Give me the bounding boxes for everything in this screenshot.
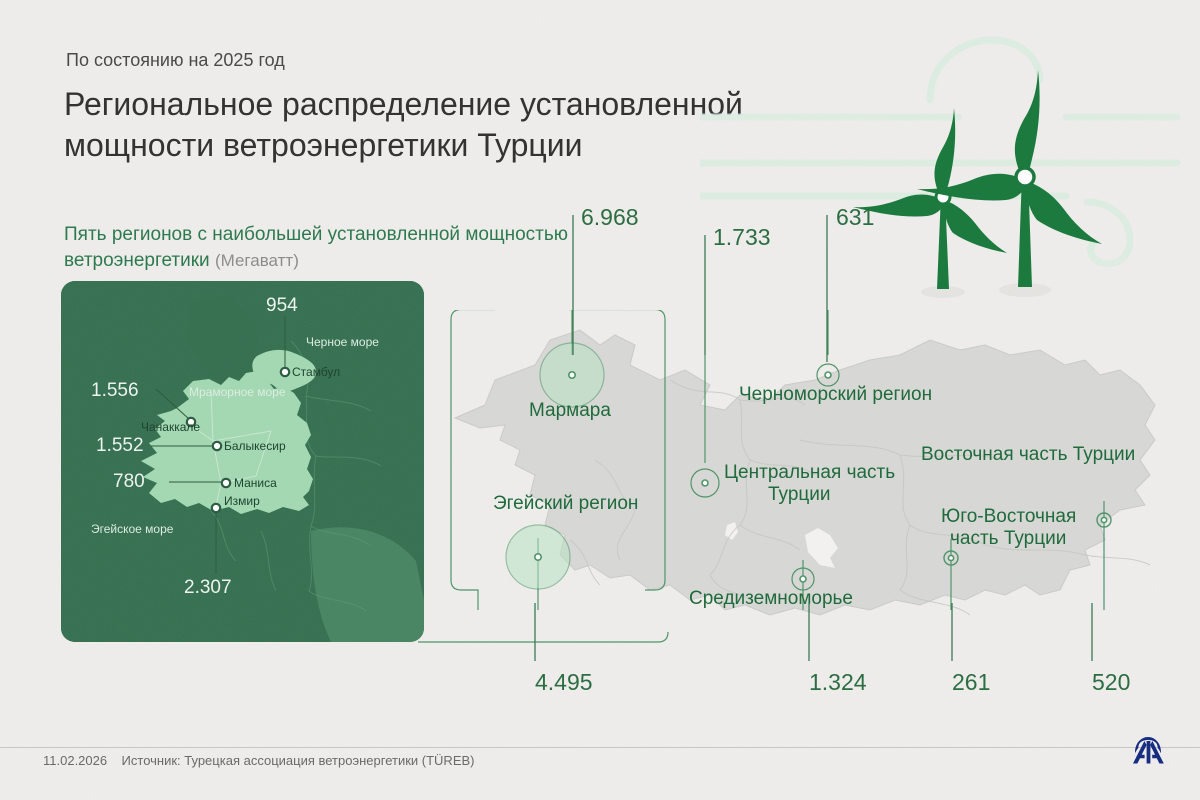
svg-text:Мраморное море: Мраморное море xyxy=(189,385,286,399)
svg-text:Чанаккале: Чанаккале xyxy=(141,420,200,434)
svg-text:1.733: 1.733 xyxy=(713,224,771,250)
svg-text:4.495: 4.495 xyxy=(535,669,593,695)
svg-text:631: 631 xyxy=(836,204,874,230)
svg-text:Черное море: Черное море xyxy=(306,335,379,349)
svg-text:2.307: 2.307 xyxy=(184,577,232,598)
svg-text:Измир: Измир xyxy=(224,494,260,508)
svg-text:261: 261 xyxy=(952,669,990,695)
svg-text:1.556: 1.556 xyxy=(91,380,139,401)
svg-text:6.968: 6.968 xyxy=(581,204,639,230)
svg-text:954: 954 xyxy=(266,295,298,316)
svg-text:Эгейское море: Эгейское море xyxy=(91,522,174,536)
svg-text:780: 780 xyxy=(113,471,145,492)
svg-text:1.552: 1.552 xyxy=(96,435,144,456)
svg-text:1.324: 1.324 xyxy=(809,669,867,695)
svg-text:520: 520 xyxy=(1092,669,1130,695)
svg-text:Балыкесир: Балыкесир xyxy=(224,439,286,453)
svg-text:Маниса: Маниса xyxy=(234,476,277,490)
svg-text:Стамбул: Стамбул xyxy=(292,365,340,379)
